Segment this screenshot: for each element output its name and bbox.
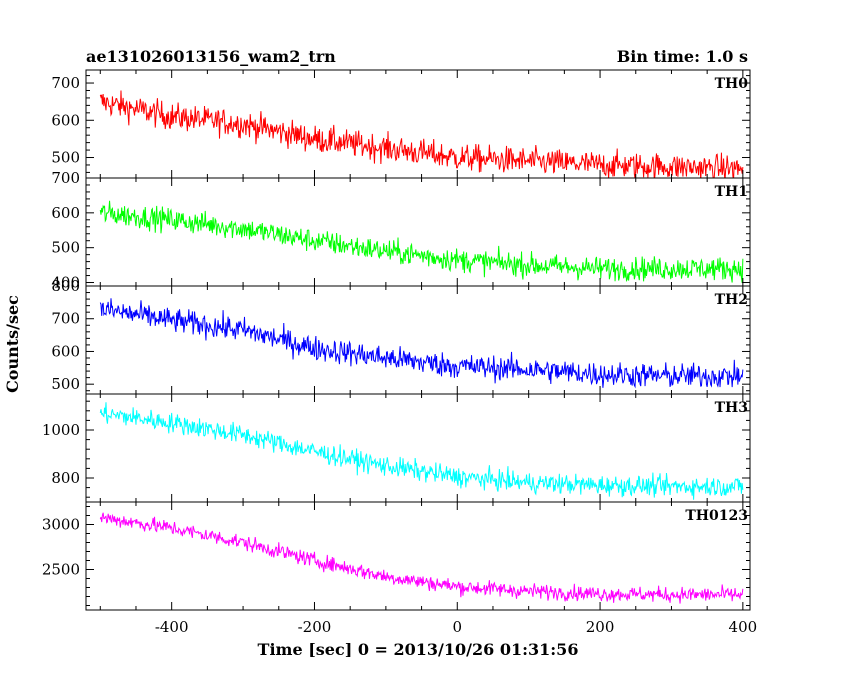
panel-label: TH0 — [715, 76, 749, 92]
panel-label: TH0123 — [685, 508, 748, 524]
y-tick-label: 700 — [51, 74, 80, 92]
series-line-th3 — [99, 402, 744, 500]
panel-th0123: 2500 3000 TH0123 — [42, 501, 751, 611]
y-tick-label: 1000 — [42, 421, 80, 439]
y-tick-label: 2500 — [42, 561, 80, 579]
x-tick-label: 400 — [729, 618, 758, 636]
chart-title: ae131026013156_wam2_trn — [86, 47, 336, 66]
x-axis: -400 -200 0 200 400 — [155, 618, 757, 636]
y-axis-label: Counts/sec — [3, 295, 22, 393]
series-line-th2 — [99, 298, 744, 389]
y-tick-label: 3000 — [42, 516, 80, 534]
y-tick-label: 800 — [51, 469, 80, 487]
series-line-th0 — [99, 90, 744, 178]
panel-th2: 500 600 700 800 TH2 — [51, 277, 751, 395]
series-line-th1 — [99, 200, 744, 284]
y-tick-label: 500 — [51, 375, 80, 393]
panel-label: TH1 — [715, 184, 748, 200]
x-tick-label: -200 — [298, 618, 332, 636]
x-tick-label: 200 — [586, 618, 615, 636]
y-tick-label: 700 — [51, 169, 80, 187]
y-tick-label: 600 — [51, 204, 80, 222]
panel-frame — [85, 69, 751, 179]
y-tick-label: 500 — [51, 149, 80, 167]
series-line-th0123 — [99, 512, 744, 604]
y-tick-label: 500 — [51, 239, 80, 257]
bin-time-label: Bin time: 1.0 s — [617, 47, 748, 66]
panel-th0: 500 600 700 TH0 — [51, 69, 751, 179]
panel-frame — [85, 501, 751, 611]
x-tick-label: 0 — [452, 618, 462, 636]
y-tick-label: 600 — [51, 342, 80, 360]
panel-frame — [85, 285, 751, 395]
y-tick-label: 400 — [51, 274, 80, 292]
x-axis-label: Time [sec] 0 = 2013/10/26 01:31:56 — [258, 640, 579, 659]
panel-th3: 800 1000 TH3 — [42, 393, 751, 503]
panel-label: TH2 — [715, 292, 748, 308]
panel-label: TH3 — [715, 400, 748, 416]
panel-th1: 400 500 600 700 TH1 — [51, 169, 751, 292]
y-tick-label: 800 — [51, 277, 80, 295]
y-tick-label: 700 — [51, 310, 80, 328]
panels-group: 500 600 700 TH0 400 500 600 700 TH1 500 600 700 800 T… — [42, 69, 751, 611]
y-tick-label: 600 — [51, 111, 80, 129]
x-tick-label: -400 — [155, 618, 189, 636]
